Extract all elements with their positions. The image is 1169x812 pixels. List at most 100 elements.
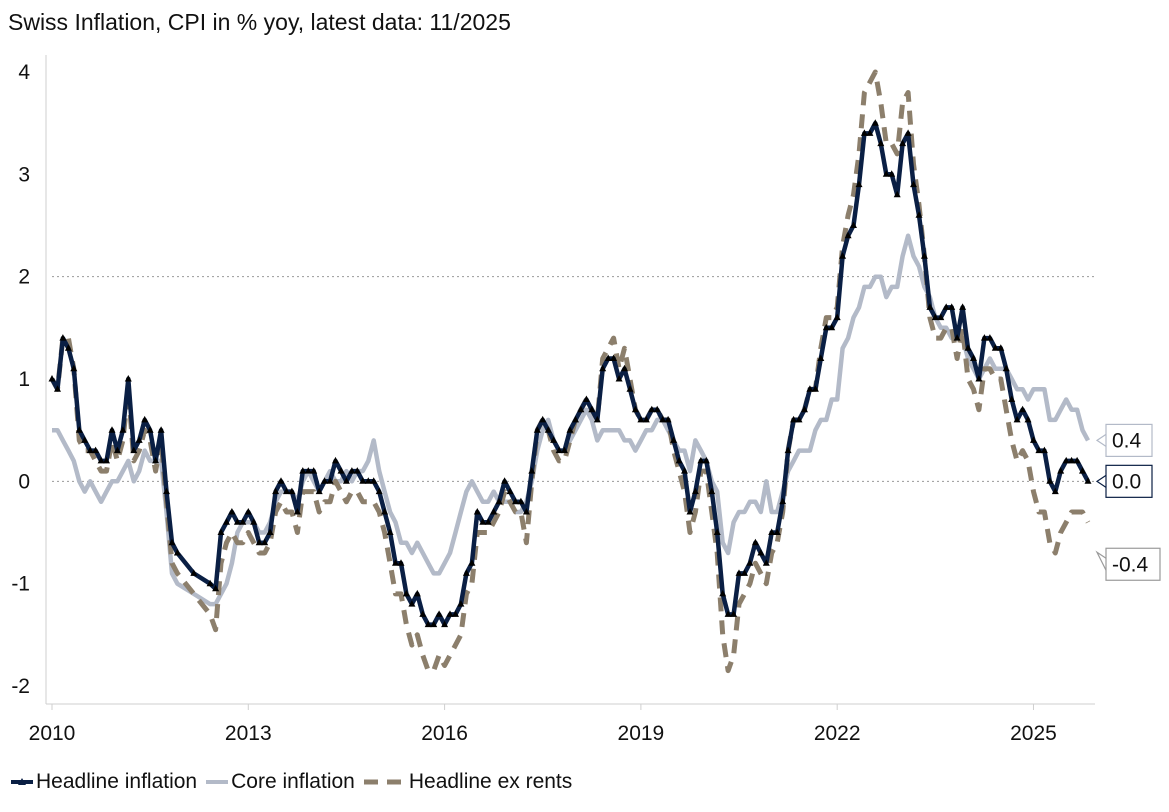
headline-marker bbox=[773, 528, 781, 535]
headline-marker bbox=[915, 211, 923, 218]
headline-marker bbox=[528, 467, 536, 474]
legend-swatch-core bbox=[206, 780, 229, 784]
headline-marker bbox=[392, 559, 399, 566]
headline-marker bbox=[173, 549, 181, 556]
headline-marker bbox=[817, 354, 825, 361]
headline-marker bbox=[746, 559, 754, 566]
headline-marker bbox=[512, 497, 519, 505]
headline-marker bbox=[751, 538, 759, 546]
headline-marker bbox=[212, 584, 220, 592]
headline-marker bbox=[386, 528, 394, 535]
headline-marker bbox=[948, 303, 956, 310]
headline-marker bbox=[866, 129, 874, 136]
headline-marker bbox=[152, 456, 160, 464]
headline-marker bbox=[642, 415, 650, 423]
headline-marker bbox=[1019, 405, 1027, 413]
headline-marker bbox=[452, 610, 459, 617]
headline-marker bbox=[92, 446, 100, 454]
headline-marker bbox=[370, 477, 378, 484]
headline-marker bbox=[64, 344, 72, 351]
headline-marker bbox=[653, 405, 661, 413]
end-labels: 0.4 0.0 -0.4 bbox=[1095, 423, 1161, 581]
headline-marker bbox=[550, 436, 558, 443]
headline-marker bbox=[670, 436, 678, 443]
headline-marker bbox=[424, 620, 432, 628]
legend-swatch-ex-rents bbox=[363, 779, 406, 785]
headline-marker bbox=[664, 415, 672, 423]
headline-marker bbox=[1008, 395, 1016, 402]
headline-marker bbox=[702, 456, 710, 464]
y-tick-label: -1 bbox=[11, 573, 30, 596]
headline-marker bbox=[304, 467, 312, 474]
x-tick-label: 2016 bbox=[421, 722, 468, 745]
headline-marker bbox=[48, 375, 56, 382]
headline-marker bbox=[833, 313, 841, 321]
end-label-pointer bbox=[1095, 550, 1107, 571]
headline-marker bbox=[980, 334, 988, 341]
y-tick-label: 0 bbox=[18, 470, 30, 493]
headline-marker bbox=[97, 456, 105, 464]
headline-marker bbox=[239, 518, 247, 525]
headline-marker bbox=[828, 323, 836, 331]
headline-marker bbox=[473, 508, 481, 515]
headline-marker bbox=[315, 487, 323, 495]
headline-marker bbox=[757, 549, 765, 556]
headline-marker bbox=[141, 415, 149, 423]
headline-marker bbox=[533, 426, 541, 433]
headline-marker bbox=[135, 436, 143, 443]
headline-marker bbox=[697, 456, 705, 464]
headline-marker bbox=[283, 487, 290, 495]
headline-marker bbox=[1002, 364, 1010, 372]
headline-marker bbox=[604, 354, 612, 361]
headline-marker bbox=[113, 446, 121, 454]
headline-marker bbox=[1024, 415, 1032, 423]
headline-marker bbox=[811, 385, 819, 392]
headline-marker bbox=[806, 385, 814, 392]
y-tick-label: 4 bbox=[18, 61, 30, 84]
headline-marker bbox=[81, 436, 89, 443]
headline-marker bbox=[124, 375, 132, 382]
headline-marker bbox=[730, 610, 738, 617]
headline-marker bbox=[342, 477, 350, 484]
headline-marker bbox=[691, 487, 699, 495]
headline-marker bbox=[970, 354, 977, 361]
headline-marker bbox=[844, 231, 852, 239]
headline-marker bbox=[70, 364, 78, 372]
headline-marker bbox=[997, 344, 1005, 351]
headline-marker bbox=[223, 518, 230, 525]
headline-marker bbox=[659, 415, 667, 423]
headline-marker bbox=[86, 446, 94, 454]
headline-marker bbox=[375, 487, 383, 495]
headline-marker bbox=[413, 589, 421, 597]
legend-item-headline: Headline inflation bbox=[10, 770, 197, 794]
legend-item-ex-rents: Headline ex rents bbox=[363, 770, 572, 794]
headline-marker bbox=[850, 221, 857, 228]
headline-marker bbox=[397, 559, 405, 566]
headline-marker bbox=[675, 456, 683, 464]
headline-marker bbox=[299, 467, 307, 474]
headline-marker bbox=[228, 508, 236, 515]
headline-marker bbox=[790, 415, 798, 423]
headline-marker bbox=[59, 334, 67, 341]
headline-marker bbox=[495, 497, 503, 505]
headline-marker bbox=[462, 569, 470, 576]
headline-marker bbox=[1079, 467, 1086, 474]
headline-marker bbox=[1013, 415, 1021, 423]
headline-marker bbox=[255, 538, 263, 546]
headline-marker bbox=[839, 252, 847, 259]
headline-marker bbox=[986, 334, 994, 341]
headline-marker bbox=[910, 180, 917, 188]
headline-marker bbox=[926, 303, 934, 310]
headline-marker bbox=[686, 508, 694, 515]
headline-marker bbox=[435, 610, 443, 617]
headline-marker bbox=[566, 426, 574, 433]
series-lines bbox=[48, 69, 1092, 674]
headline-marker bbox=[877, 139, 885, 147]
headline-marker bbox=[953, 334, 961, 341]
headline-marker bbox=[610, 354, 618, 361]
headline-marker bbox=[975, 375, 983, 382]
legend-item-core: Core inflation bbox=[205, 770, 355, 794]
y-tick-label: 2 bbox=[18, 266, 30, 289]
headline-marker bbox=[146, 426, 154, 433]
headline-marker bbox=[631, 405, 639, 413]
